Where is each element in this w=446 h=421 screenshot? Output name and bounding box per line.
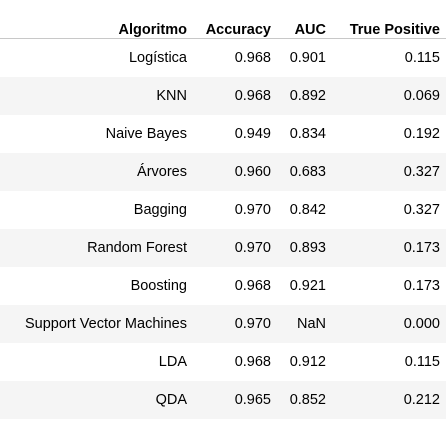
table-row: QDA 0.965 0.852 0.212 bbox=[0, 381, 446, 419]
cell-accuracy: 0.949 bbox=[193, 115, 277, 153]
cell-accuracy: 0.968 bbox=[193, 38, 277, 77]
cell-algoritmo: Bagging bbox=[0, 191, 193, 229]
cell-true-positive: 0.327 bbox=[332, 153, 446, 191]
table-row: Random Forest 0.970 0.893 0.173 bbox=[0, 229, 446, 267]
cell-true-positive: 0.192 bbox=[332, 115, 446, 153]
cell-auc: 0.852 bbox=[277, 381, 332, 419]
cell-auc: 0.683 bbox=[277, 153, 332, 191]
cell-algoritmo: Random Forest bbox=[0, 229, 193, 267]
table-row: LDA 0.968 0.912 0.115 bbox=[0, 343, 446, 381]
cell-algoritmo: KNN bbox=[0, 77, 193, 115]
table-body: Logística 0.968 0.901 0.115 KNN 0.968 0.… bbox=[0, 38, 446, 419]
cell-accuracy: 0.968 bbox=[193, 267, 277, 305]
table-row: Bagging 0.970 0.842 0.327 bbox=[0, 191, 446, 229]
cell-auc: 0.901 bbox=[277, 38, 332, 77]
cell-algoritmo: Support Vector Machines bbox=[0, 305, 193, 343]
cell-accuracy: 0.960 bbox=[193, 153, 277, 191]
cell-true-positive: 0.115 bbox=[332, 38, 446, 77]
column-header-algoritmo: Algoritmo bbox=[0, 0, 193, 39]
cell-algoritmo: QDA bbox=[0, 381, 193, 419]
column-header-true-positive: True Positive bbox=[332, 0, 446, 39]
cell-auc: 0.892 bbox=[277, 77, 332, 115]
table-row: Logística 0.968 0.901 0.115 bbox=[0, 38, 446, 77]
cell-algoritmo: Logística bbox=[0, 38, 193, 77]
table-row: Naive Bayes 0.949 0.834 0.192 bbox=[0, 115, 446, 153]
cell-auc: 0.842 bbox=[277, 191, 332, 229]
cell-auc: 0.834 bbox=[277, 115, 332, 153]
cell-auc: NaN bbox=[277, 305, 332, 343]
cell-accuracy: 0.965 bbox=[193, 381, 277, 419]
cell-auc: 0.893 bbox=[277, 229, 332, 267]
cell-true-positive: 0.069 bbox=[332, 77, 446, 115]
column-header-auc: AUC bbox=[277, 0, 332, 39]
cell-true-positive: 0.212 bbox=[332, 381, 446, 419]
cell-auc: 0.912 bbox=[277, 343, 332, 381]
column-header-accuracy: Accuracy bbox=[193, 0, 277, 39]
cell-accuracy: 0.970 bbox=[193, 305, 277, 343]
cell-true-positive: 0.000 bbox=[332, 305, 446, 343]
table-header: Algoritmo Accuracy AUC True Positive bbox=[0, 0, 446, 39]
cell-accuracy: 0.970 bbox=[193, 191, 277, 229]
cell-algoritmo: Árvores bbox=[0, 153, 193, 191]
table-row: Árvores 0.960 0.683 0.327 bbox=[0, 153, 446, 191]
cell-true-positive: 0.327 bbox=[332, 191, 446, 229]
cell-auc: 0.921 bbox=[277, 267, 332, 305]
table-row: Boosting 0.968 0.921 0.173 bbox=[0, 267, 446, 305]
table-row: Support Vector Machines 0.970 NaN 0.000 bbox=[0, 305, 446, 343]
cell-algoritmo: LDA bbox=[0, 343, 193, 381]
header-row: Algoritmo Accuracy AUC True Positive bbox=[0, 0, 446, 39]
cell-accuracy: 0.970 bbox=[193, 229, 277, 267]
cell-true-positive: 0.173 bbox=[332, 229, 446, 267]
cell-accuracy: 0.968 bbox=[193, 77, 277, 115]
cell-algoritmo: Boosting bbox=[0, 267, 193, 305]
cell-algoritmo: Naive Bayes bbox=[0, 115, 193, 153]
cell-true-positive: 0.115 bbox=[332, 343, 446, 381]
table-row: KNN 0.968 0.892 0.069 bbox=[0, 77, 446, 115]
cell-true-positive: 0.173 bbox=[332, 267, 446, 305]
cell-accuracy: 0.968 bbox=[193, 343, 277, 381]
